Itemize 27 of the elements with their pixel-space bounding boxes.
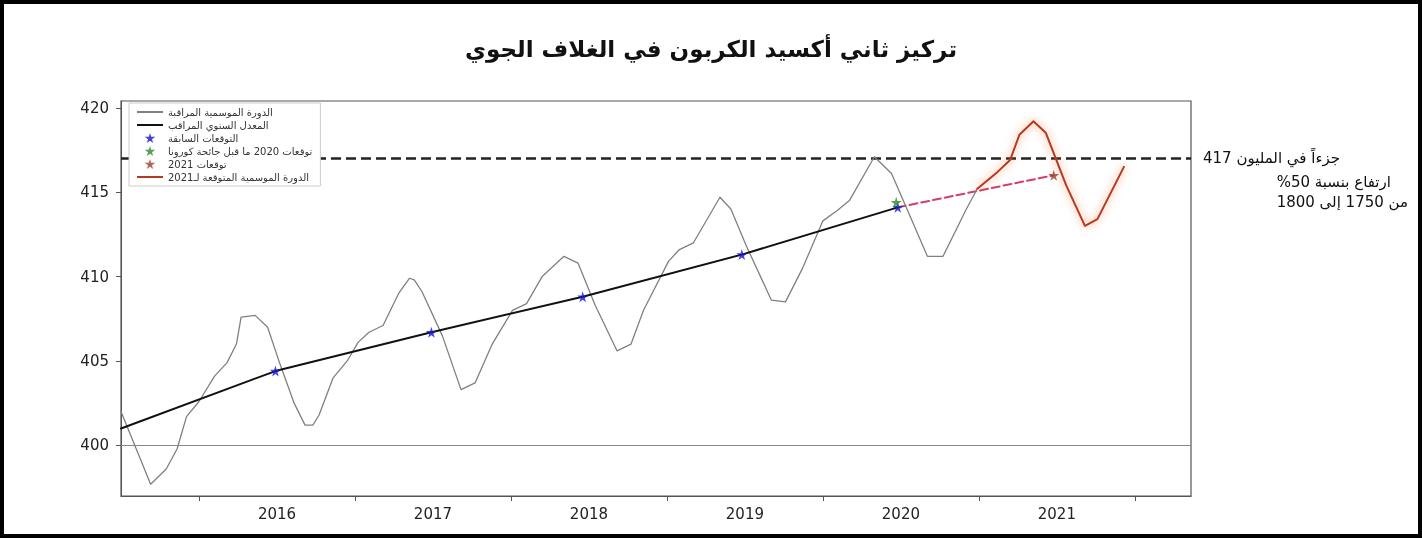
legend-label: الدورة الموسمية المراقبة bbox=[168, 106, 273, 119]
point bbox=[736, 249, 748, 261]
text: ارتفاع بنسبة 50% من 1750 إلى 1800 bbox=[1276, 173, 1409, 211]
x-tick-label: 2016 bbox=[257, 504, 297, 523]
point bbox=[1048, 169, 1060, 181]
ref-line-label: 417 جزءاً في المليون bbox=[1203, 147, 1341, 169]
legend-label: توقعات 2021 bbox=[168, 158, 227, 170]
point bbox=[269, 365, 281, 377]
x-tick-label: 2021 bbox=[1037, 504, 1076, 523]
x-tick-label: 2017 bbox=[413, 504, 453, 523]
y-tick-label: 415 bbox=[80, 183, 109, 202]
legend-label: توقعات 2020 ما قبل جائحة كورونا bbox=[168, 145, 313, 158]
point bbox=[425, 326, 437, 338]
x-tick-label: 2019 bbox=[725, 504, 764, 523]
line-series bbox=[976, 120, 1125, 227]
point bbox=[890, 196, 902, 208]
legend-label: المعدل السنوي المراقب bbox=[168, 119, 269, 132]
x-tick-label: 2020 bbox=[881, 504, 920, 523]
y-tick-label: 410 bbox=[80, 267, 109, 286]
point bbox=[577, 291, 589, 303]
chart-title: تركيز ثاني أكسيد الكربون في الغلاف الجوي bbox=[464, 32, 958, 63]
legend-label: الدورة الموسمية المتوقعة لـ2021 bbox=[168, 171, 310, 184]
y-tick-label: 405 bbox=[80, 351, 109, 370]
y-tick-label: 400 bbox=[80, 436, 109, 455]
legend-label: التوقعات السابقة bbox=[168, 132, 239, 144]
y-tick-label: 420 bbox=[80, 98, 109, 117]
x-tick-label: 2018 bbox=[569, 504, 609, 523]
